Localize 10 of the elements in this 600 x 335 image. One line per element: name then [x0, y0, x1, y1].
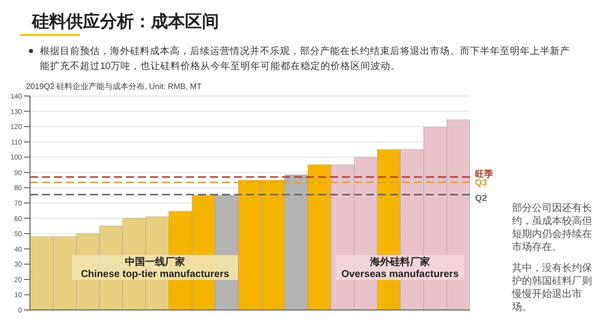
- text: 2019Q2 硅料企业产能与成本分布, Unit: RMB, MT: [26, 81, 202, 92]
- chart-subtitle: 根据目前预估，海外硅料成本高，后续运营情况并不乐观，部分产能在长约结束后将退出市场。而下半年至明年上半新产能扩充不超过10万吨，也让硅料价格从今年至明年可能都在稳定的价格区间波动。: [40, 45, 570, 74]
- chart-title: 硅料供应分析：成本区间: [32, 11, 219, 33]
- ref-line-label: Q2: [475, 192, 488, 203]
- ref-line-label: Q3: [475, 178, 488, 188]
- annotation: 海外硅料厂家 Overseas manufacturers: [336, 255, 464, 280]
- text: 部分公司因还有长约，虽成本较高但短期内仍会持续在市场存在。: [512, 202, 593, 254]
- text: 其中，没有长约保护的韩国硅料厂则慢慢开始退出市场。: [512, 262, 593, 314]
- ref-line-label: 旺季: [475, 169, 494, 180]
- annotation: 中国一线厂家 Chinese top-tier manufacturers: [72, 255, 238, 280]
